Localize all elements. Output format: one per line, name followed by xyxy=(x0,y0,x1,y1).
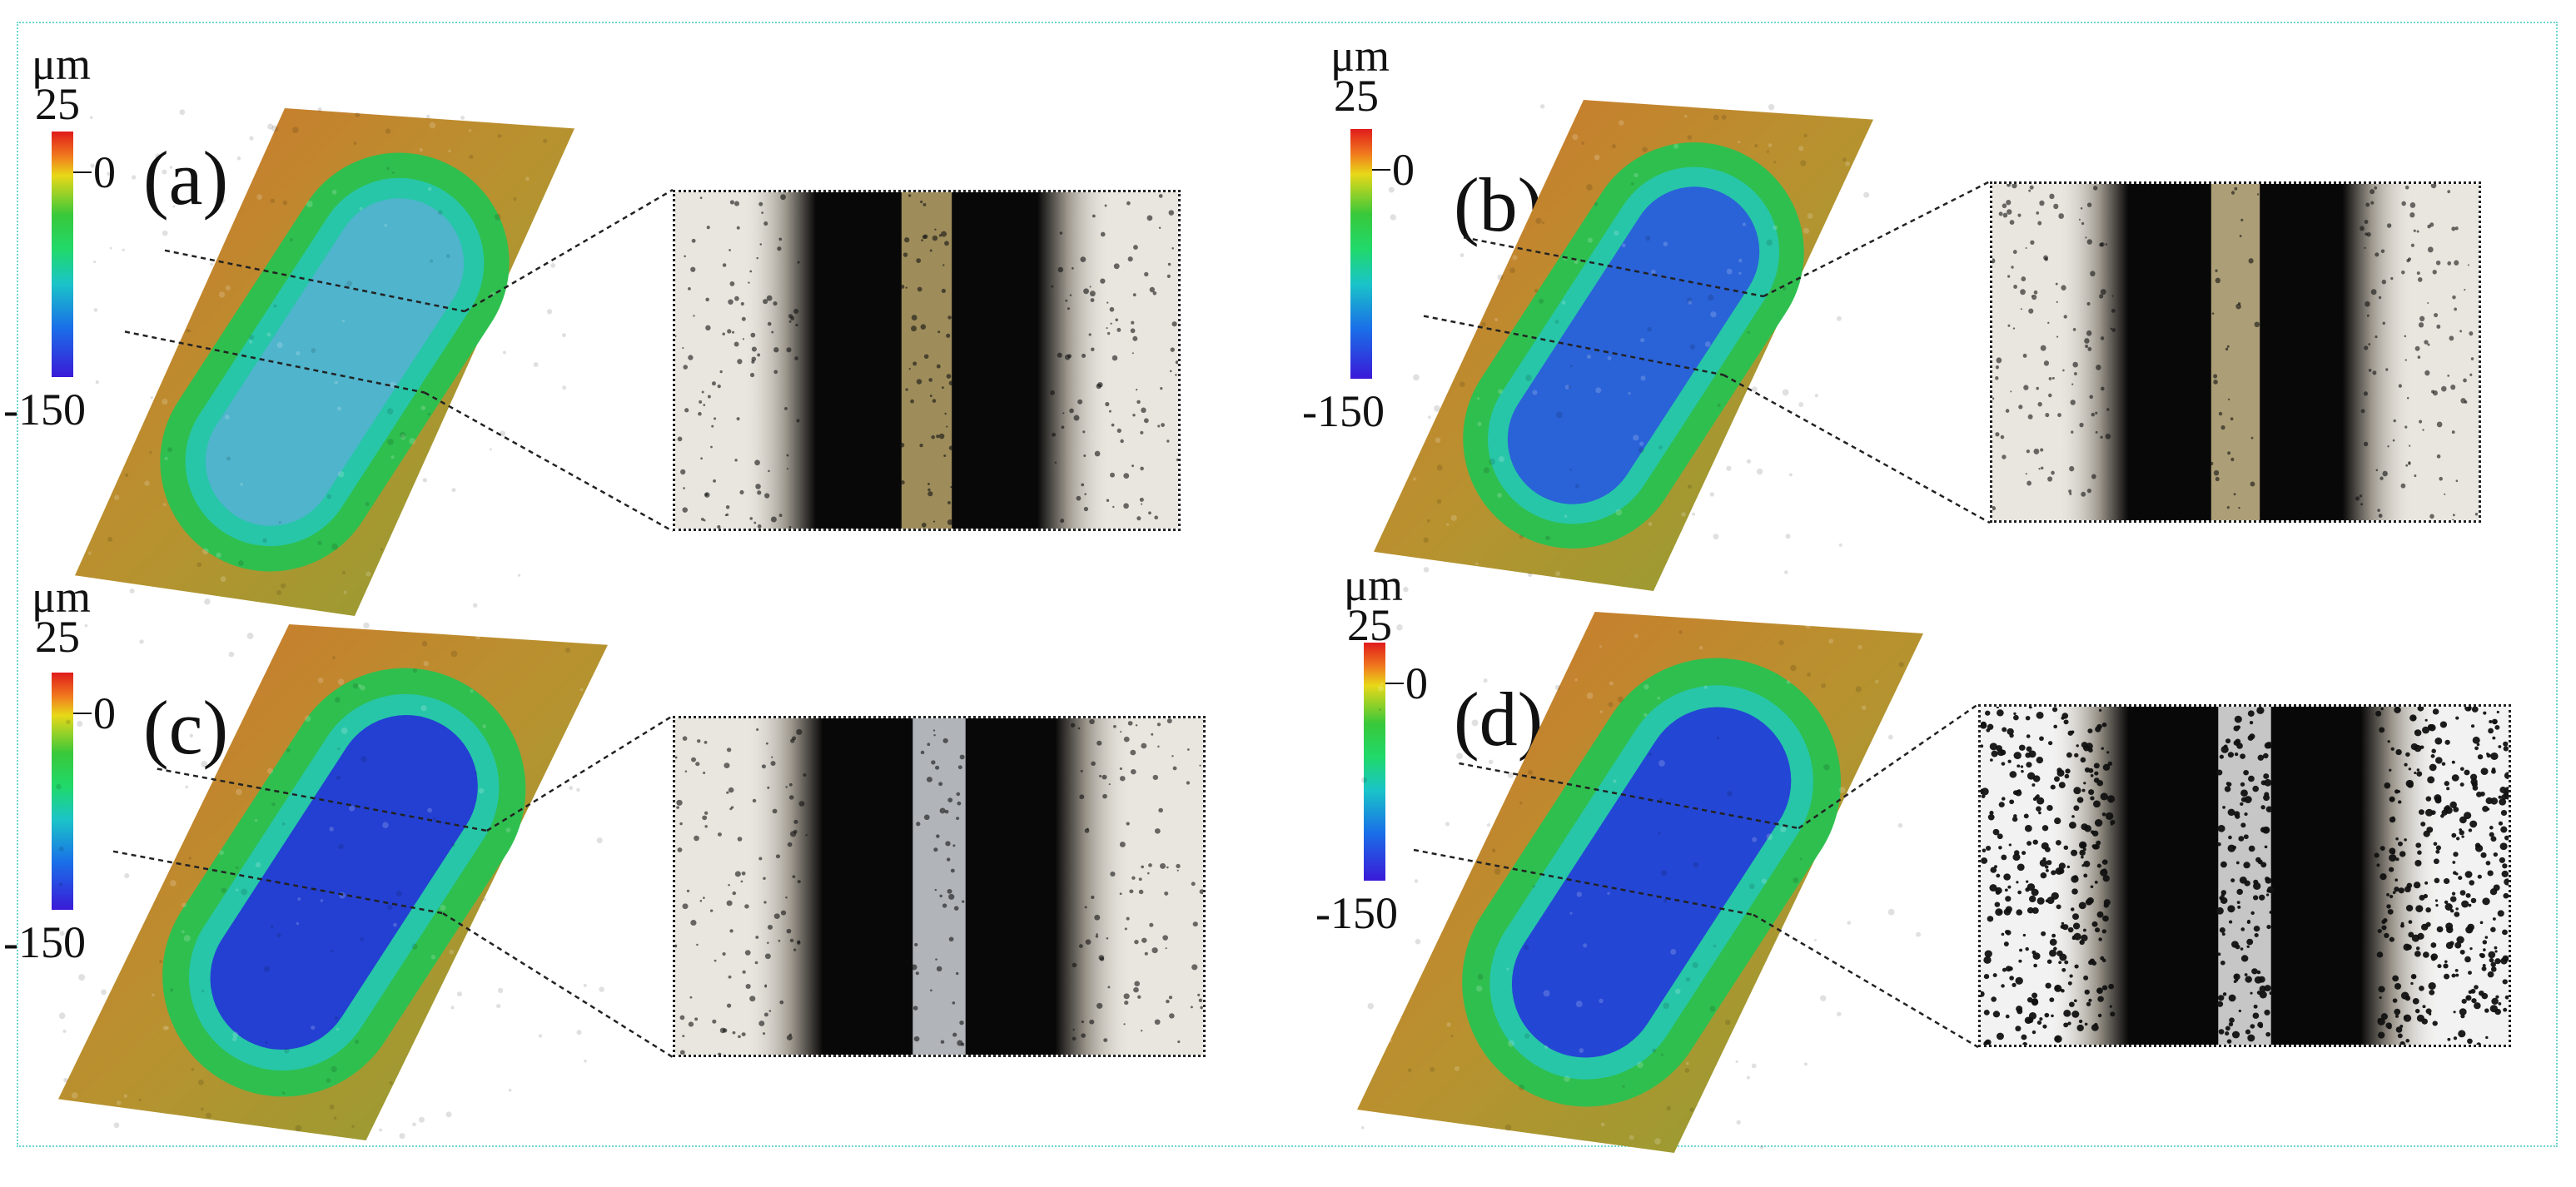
colorbar-unit: μm xyxy=(32,572,91,622)
panel-label: (d) xyxy=(1454,677,1544,762)
panel-a: μm 25 0 -150 (a) xyxy=(0,0,1266,616)
figure-frame xyxy=(17,22,2558,1147)
colorbar-zero-label: 0 xyxy=(1405,658,1428,708)
colorbar-max-label: 25 xyxy=(1334,71,1379,121)
depth-colorbar xyxy=(52,673,73,910)
colorbar-max-label: 25 xyxy=(35,79,80,129)
depth-colorbar xyxy=(1364,643,1385,881)
colorbar-zero-label: 0 xyxy=(1392,145,1415,195)
wear-track-3d-surface xyxy=(75,107,574,616)
colorbar-zero-tick xyxy=(1385,683,1404,684)
panel-c: μm 25 0 -150 (c) xyxy=(0,566,1266,1149)
depth-colorbar xyxy=(1350,129,1372,379)
depth-colorbar xyxy=(52,132,73,377)
colorbar-min-label: -150 xyxy=(3,917,86,967)
colorbar-min-label: -150 xyxy=(1302,386,1385,436)
wear-track-3d-surface xyxy=(56,622,608,1142)
colorbar-zero-label: 0 xyxy=(93,147,116,197)
wear-track-micrograph xyxy=(673,190,1181,531)
colorbar-min-label: -150 xyxy=(3,385,86,435)
colorbar-max-label: 25 xyxy=(35,612,80,662)
colorbar-min-label: -150 xyxy=(1315,888,1398,938)
wear-track-micrograph xyxy=(673,716,1206,1057)
panel-d: μm 25 0 -150 (d) xyxy=(1299,560,2564,1155)
wear-track-micrograph xyxy=(1978,704,2511,1047)
colorbar-zero-tick xyxy=(73,713,92,714)
colorbar-zero-tick xyxy=(73,171,92,173)
wear-track-3d-surface xyxy=(1357,610,1923,1155)
wear-track-micrograph xyxy=(1990,181,2481,523)
colorbar-unit: μm xyxy=(1330,31,1390,81)
panel-label: (c) xyxy=(143,685,229,770)
colorbar-unit: μm xyxy=(1344,560,1403,610)
colorbar-zero-label: 0 xyxy=(93,688,116,738)
wear-track-3d-surface xyxy=(1374,99,1873,593)
panel-label: (a) xyxy=(143,136,229,221)
colorbar-unit: μm xyxy=(32,39,91,89)
colorbar-zero-tick xyxy=(1372,169,1390,171)
panel-b: μm 25 0 -150 (b) xyxy=(1299,0,2564,593)
colorbar-max-label: 25 xyxy=(1347,600,1392,650)
